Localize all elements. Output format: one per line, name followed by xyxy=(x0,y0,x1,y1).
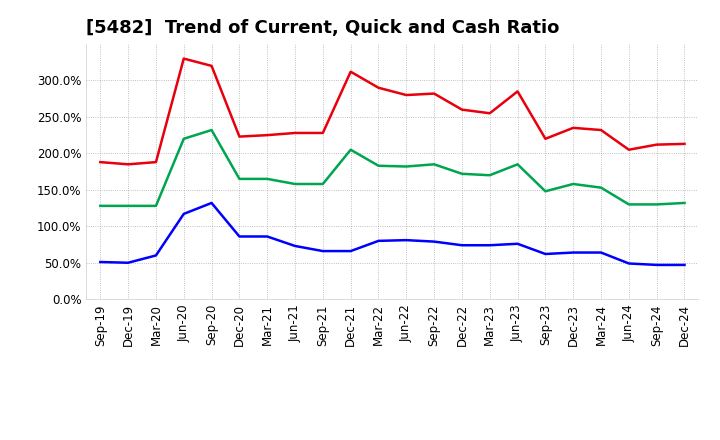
Current Ratio xyxy=(430,91,438,96)
Quick Ratio xyxy=(458,171,467,176)
Cash Ratio xyxy=(402,238,410,243)
Current Ratio xyxy=(207,63,216,69)
Current Ratio xyxy=(485,110,494,116)
Cash Ratio xyxy=(597,250,606,255)
Cash Ratio xyxy=(207,200,216,205)
Cash Ratio xyxy=(179,211,188,216)
Cash Ratio xyxy=(124,260,132,265)
Quick Ratio xyxy=(624,202,633,207)
Current Ratio xyxy=(402,92,410,98)
Cash Ratio xyxy=(652,262,661,268)
Current Ratio xyxy=(569,125,577,131)
Quick Ratio xyxy=(124,203,132,209)
Line: Current Ratio: Current Ratio xyxy=(100,59,685,164)
Current Ratio xyxy=(263,132,271,138)
Current Ratio xyxy=(179,56,188,61)
Quick Ratio xyxy=(652,202,661,207)
Quick Ratio xyxy=(207,128,216,133)
Current Ratio xyxy=(235,134,243,139)
Cash Ratio xyxy=(291,243,300,249)
Cash Ratio xyxy=(374,238,383,243)
Quick Ratio xyxy=(263,176,271,182)
Quick Ratio xyxy=(541,189,550,194)
Current Ratio xyxy=(597,128,606,133)
Cash Ratio xyxy=(541,251,550,257)
Text: [5482]  Trend of Current, Quick and Cash Ratio: [5482] Trend of Current, Quick and Cash … xyxy=(86,19,559,37)
Quick Ratio xyxy=(318,181,327,187)
Quick Ratio xyxy=(680,200,689,205)
Current Ratio xyxy=(624,147,633,152)
Cash Ratio xyxy=(624,261,633,266)
Current Ratio xyxy=(346,69,355,74)
Current Ratio xyxy=(652,142,661,147)
Cash Ratio xyxy=(513,241,522,246)
Cash Ratio xyxy=(430,239,438,244)
Line: Cash Ratio: Cash Ratio xyxy=(100,203,685,265)
Quick Ratio xyxy=(235,176,243,182)
Current Ratio xyxy=(124,161,132,167)
Quick Ratio xyxy=(152,203,161,209)
Quick Ratio xyxy=(179,136,188,141)
Quick Ratio xyxy=(374,163,383,169)
Cash Ratio xyxy=(346,249,355,254)
Quick Ratio xyxy=(291,181,300,187)
Current Ratio xyxy=(96,159,104,165)
Cash Ratio xyxy=(458,242,467,248)
Cash Ratio xyxy=(569,250,577,255)
Cash Ratio xyxy=(152,253,161,258)
Cash Ratio xyxy=(485,242,494,248)
Current Ratio xyxy=(152,159,161,165)
Quick Ratio xyxy=(569,181,577,187)
Line: Quick Ratio: Quick Ratio xyxy=(100,130,685,206)
Quick Ratio xyxy=(96,203,104,209)
Quick Ratio xyxy=(430,161,438,167)
Current Ratio xyxy=(318,130,327,136)
Quick Ratio xyxy=(346,147,355,152)
Current Ratio xyxy=(458,107,467,112)
Cash Ratio xyxy=(318,249,327,254)
Cash Ratio xyxy=(263,234,271,239)
Quick Ratio xyxy=(485,172,494,178)
Cash Ratio xyxy=(680,262,689,268)
Cash Ratio xyxy=(96,259,104,264)
Current Ratio xyxy=(541,136,550,141)
Current Ratio xyxy=(291,130,300,136)
Quick Ratio xyxy=(513,161,522,167)
Current Ratio xyxy=(680,141,689,147)
Current Ratio xyxy=(513,89,522,94)
Cash Ratio xyxy=(235,234,243,239)
Legend: Current Ratio, Quick Ratio, Cash Ratio: Current Ratio, Quick Ratio, Cash Ratio xyxy=(202,438,583,440)
Quick Ratio xyxy=(402,164,410,169)
Quick Ratio xyxy=(597,185,606,190)
Current Ratio xyxy=(374,85,383,90)
